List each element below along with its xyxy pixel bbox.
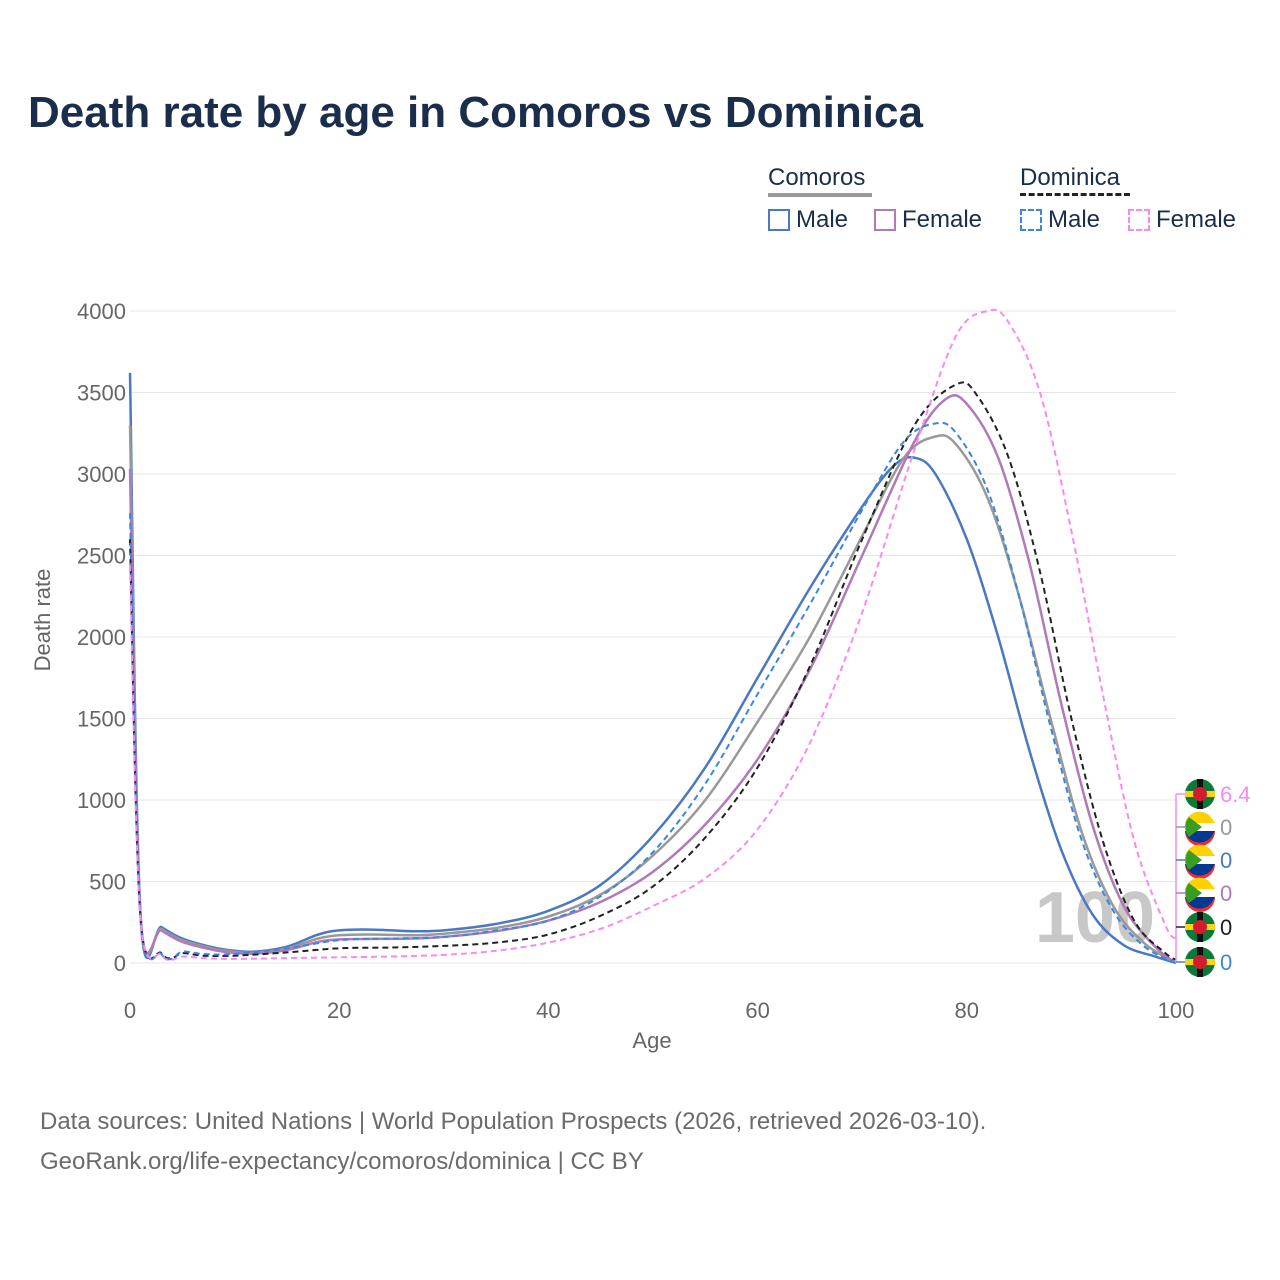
legend-line-dominica [1020, 193, 1130, 196]
end-label-comoros-female: 0 [1176, 877, 1232, 912]
y-tick-2000: 2000 [77, 625, 126, 650]
x-tick-0: 0 [124, 998, 136, 1023]
end-label-value: 0 [1220, 815, 1232, 840]
legend-item-dominica-female[interactable]: Female [1128, 206, 1236, 234]
end-label-comoros-male: 0 [1176, 844, 1232, 879]
chart-title: Death rate by age in Comoros vs Dominica [28, 88, 923, 137]
x-tick-80: 80 [955, 998, 979, 1023]
flag-comoros-green [1185, 817, 1202, 837]
x-tick-60: 60 [745, 998, 769, 1023]
end-label-dominica-female: 6.4 [1176, 779, 1251, 809]
legend-item-comoros-male[interactable]: Male [768, 206, 848, 234]
end-label-value: 6.4 [1220, 782, 1251, 807]
legend-group-dominica[interactable]: Dominica [1020, 164, 1130, 196]
y-tick-1000: 1000 [77, 788, 126, 813]
end-label-dominica-male: 0 [1176, 947, 1232, 977]
series-line-comoros-total [128, 425, 1177, 965]
end-label-value: 0 [1220, 915, 1232, 940]
x-tick-labels: 0 20 40 60 80 100 [124, 998, 1194, 1023]
end-label-value: 0 [1220, 848, 1232, 873]
series-line-comoros-female [128, 393, 1177, 965]
legend-item-comoros-female[interactable]: Female [874, 206, 982, 234]
y-tick-1500: 1500 [77, 707, 126, 732]
end-labels: 6.4 0 0 0 0 0 [1175, 779, 1251, 977]
y-tick-0: 0 [114, 951, 126, 976]
x-axis-label: Age [632, 1028, 671, 1053]
footer-sources: Data sources: United Nations | World Pop… [40, 1108, 987, 1135]
legend-item-dominica-male[interactable]: Male [1020, 206, 1100, 234]
y-tick-labels: 0 500 1000 1500 2000 2500 3000 3500 4000 [77, 299, 126, 976]
end-label-comoros-total: 0 [1176, 811, 1232, 846]
series-line-dominica-female [129, 308, 1177, 961]
flag-dominica-disc [1193, 787, 1207, 801]
y-axis-label: Death rate [30, 569, 55, 672]
grid [130, 310, 1176, 964]
legend-group-dominica-label: Dominica [1020, 164, 1121, 191]
y-tick-2500: 2500 [77, 544, 126, 569]
legend-swatch-comoros-male [768, 209, 790, 231]
x-tick-40: 40 [536, 998, 560, 1023]
series-line-dominica-total [129, 381, 1177, 961]
flag-comoros-green [1185, 883, 1202, 903]
flag-dominica-disc [1193, 955, 1207, 969]
legend-group-comoros[interactable]: Comoros [768, 164, 872, 197]
legend-swatch-dominica-female [1128, 209, 1150, 231]
legend-label-comoros-female: Female [902, 206, 983, 233]
end-label-dominica-total: 0 [1176, 912, 1232, 942]
series-group [128, 308, 1177, 965]
legend-label-dominica-female: Female [1156, 206, 1237, 233]
y-tick-3000: 3000 [77, 462, 126, 487]
footer-link[interactable]: GeoRank.org/life-expectancy/comoros/domi… [40, 1148, 644, 1175]
flag-dominica-disc [1193, 920, 1207, 934]
end-label-value: 0 [1220, 950, 1232, 975]
series-line-comoros-male [128, 372, 1177, 965]
series-line-dominica-male [129, 421, 1177, 964]
legend-swatch-dominica-male [1020, 209, 1042, 231]
legend-line-comoros [768, 193, 872, 197]
flag-comoros-green [1185, 850, 1202, 870]
x-tick-20: 20 [327, 998, 351, 1023]
legend-label-dominica-male: Male [1048, 206, 1101, 233]
y-tick-4000: 4000 [77, 299, 126, 324]
legend-label-comoros-male: Male [796, 206, 849, 233]
y-tick-3500: 3500 [77, 381, 126, 406]
y-tick-500: 500 [89, 870, 126, 895]
x-tick-100: 100 [1158, 998, 1195, 1023]
legend-swatch-comoros-female [874, 209, 896, 231]
end-label-value: 0 [1220, 881, 1232, 906]
legend-group-comoros-label: Comoros [768, 164, 866, 191]
